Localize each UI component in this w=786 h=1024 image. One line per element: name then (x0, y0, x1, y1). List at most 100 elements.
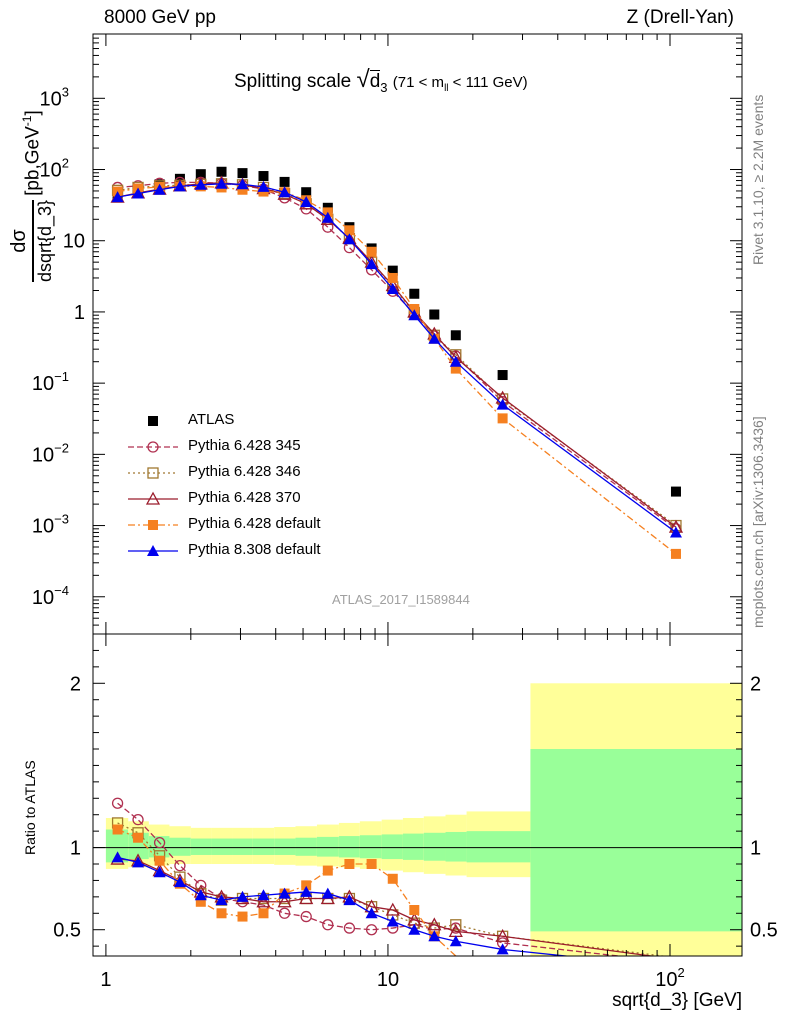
inner-band-bin (445, 831, 467, 862)
ratio-y-tick-label-left: 0.5 (53, 920, 81, 942)
ratio-point-pythia-8-308-default (428, 930, 441, 942)
ratio-point-pythia-8-308-default (111, 851, 124, 863)
upper-point-pythia-6-428-default (344, 225, 355, 236)
analysis-tag: ATLAS_2017_I1589844 (332, 592, 470, 607)
upper-point-pythia-8-308-default (236, 178, 249, 190)
legend-marker-pythia-6-428-346 (147, 467, 159, 479)
legend-marker-pythia-6-428-370 (145, 491, 161, 505)
ratio-point-pythia-6-428-345 (111, 797, 124, 809)
upper-y-tick-label: 10−3 (32, 512, 69, 538)
inner-band-bin (359, 835, 382, 859)
ratio-point-pythia-6-428-default (112, 824, 123, 835)
ratio-point-pythia-8-308-default (132, 856, 145, 868)
process-label: Z (Drell-Yan) (626, 7, 734, 28)
title-d: d (369, 70, 381, 92)
ratio-point-pythia-8-308-default (496, 943, 509, 955)
upper-point-pythia-6-428-default (497, 413, 508, 424)
ratio-uncertainty-bands (105, 683, 742, 956)
ratio-point-pythia-6-428-370 (256, 894, 271, 908)
upper-point-pythia-8-308-default (278, 186, 291, 198)
ratio-point-pythia-8-308-default (449, 935, 462, 947)
ratio-frame (92, 633, 743, 957)
upper-point-pythia-8-308-default (386, 282, 399, 294)
legend-label-pythia-346: Pythia 6.428 346 (188, 463, 301, 480)
ratio-point-pythia-6-428-default (133, 832, 144, 843)
ratio-point-pythia-8-308-default (300, 885, 313, 897)
ratio-point-pythia-6-428-345 (322, 919, 334, 931)
upper-point-pythia-8-308-default (257, 180, 270, 192)
ratio-point-pythia-8-308-default (386, 915, 399, 927)
legend-label-pythia-370: Pythia 6.428 370 (188, 489, 301, 506)
legend-marker-pythia-6-428-default (148, 520, 158, 530)
legend-marker-atlas (148, 416, 158, 426)
title-range-sub: ll (444, 83, 449, 94)
inner-band-bin (402, 833, 424, 860)
plot-title: Splitting scale √d3 (71 < mll < 111 GeV) (234, 66, 528, 95)
ratio-point-pythia-6-428-default (322, 865, 333, 876)
upper-line-pythia-6-428-345 (117, 181, 677, 530)
legend-label-pythia-345: Pythia 6.428 345 (188, 437, 301, 454)
title-range: (71 < mll < 111 GeV) (393, 74, 528, 94)
ratio-point-pythia-6-428-default (154, 855, 165, 866)
ratio-series-group (110, 797, 668, 956)
upper-y-tick-label: 10−4 (32, 583, 69, 609)
inner-band-bin (423, 832, 446, 861)
title-d-sub: 3 (380, 79, 388, 95)
ratio-point-pythia-6-428-370 (427, 917, 442, 931)
ratio-point-pythia-8-308-default (236, 890, 249, 902)
upper-point-pythia-8-308-default (365, 258, 378, 270)
inner-band-bin (316, 836, 339, 857)
upper-point-atlas (409, 288, 420, 299)
upper-y-tick-label: 103 (40, 84, 69, 110)
upper-point-pythia-6-428-default (670, 548, 681, 559)
inner-band-bin (295, 837, 317, 856)
upper-point-atlas (216, 166, 227, 177)
upper-point-atlas (258, 171, 269, 182)
upper-point-pythia-8-308-default (321, 211, 334, 223)
upper-point-pythia-8-308-default (669, 526, 682, 538)
upper-point-pythia-8-308-default (153, 183, 166, 195)
upper-point-atlas (387, 265, 398, 276)
upper-point-pythia-8-308-default (173, 180, 186, 192)
ratio-point-pythia-8-308-default (153, 866, 166, 878)
upper-point-pythia-8-308-default (215, 177, 228, 189)
ratio-point-pythia-8-308-default (321, 887, 334, 899)
ratio-point-pythia-8-308-default (173, 876, 186, 888)
upper-point-pythia-8-308-default (449, 355, 462, 367)
ratio-point-pythia-6-428-default (301, 880, 312, 891)
x-tick-label: 10 (377, 969, 399, 991)
upper-point-atlas (670, 486, 681, 497)
upper-point-atlas (450, 330, 461, 341)
ratio-point-pythia-8-308-default (257, 889, 270, 901)
ratio-point-pythia-6-428-default (409, 905, 420, 915)
upper-point-atlas (301, 187, 312, 198)
legend-marks-group (128, 416, 178, 556)
x-tick-label: 1 (100, 969, 111, 991)
axes-group: 1 10 102 10−4 10−3 10−2 10−1 1 10 102 103 0.5 0.5 1 1 2… (32, 33, 778, 991)
inner-band-bin (252, 838, 275, 855)
ratio-point-pythia-6-428-default (237, 911, 248, 922)
inner-band-bin (169, 837, 191, 856)
ratio-y-tick-label-left: 1 (70, 838, 81, 860)
ratio-point-pythia-6-428-default (344, 859, 355, 869)
upper-point-pythia-6-428-default (409, 303, 420, 314)
inner-band-bin (381, 834, 403, 860)
legend-label-atlas: ATLAS (188, 411, 235, 428)
legend-label-pythia6-default: Pythia 6.428 default (188, 515, 321, 532)
upper-point-atlas (497, 370, 508, 381)
upper-point-pythia-6-428-default (450, 363, 461, 374)
upper-line-pythia-6-428-346 (117, 183, 677, 527)
x-axis-label: sqrt{d_3} [GeV] (612, 990, 742, 1011)
inner-band-bin (466, 831, 531, 863)
upper-frame (92, 33, 743, 635)
ratio-y-tick-label-right: 0.5 (750, 920, 778, 942)
ratio-point-pythia-6-428-345 (300, 910, 312, 923)
upper-point-pythia-8-308-default (300, 195, 313, 207)
upper-point-pythia-8-308-default (132, 187, 145, 199)
inner-band-bin (211, 838, 233, 855)
ratio-point-pythia-6-428-345 (343, 922, 356, 934)
upper-series-group (110, 166, 684, 559)
legend-marker-pythia-8-308-default (147, 545, 159, 556)
upper-point-pythia-8-308-default (496, 398, 509, 410)
